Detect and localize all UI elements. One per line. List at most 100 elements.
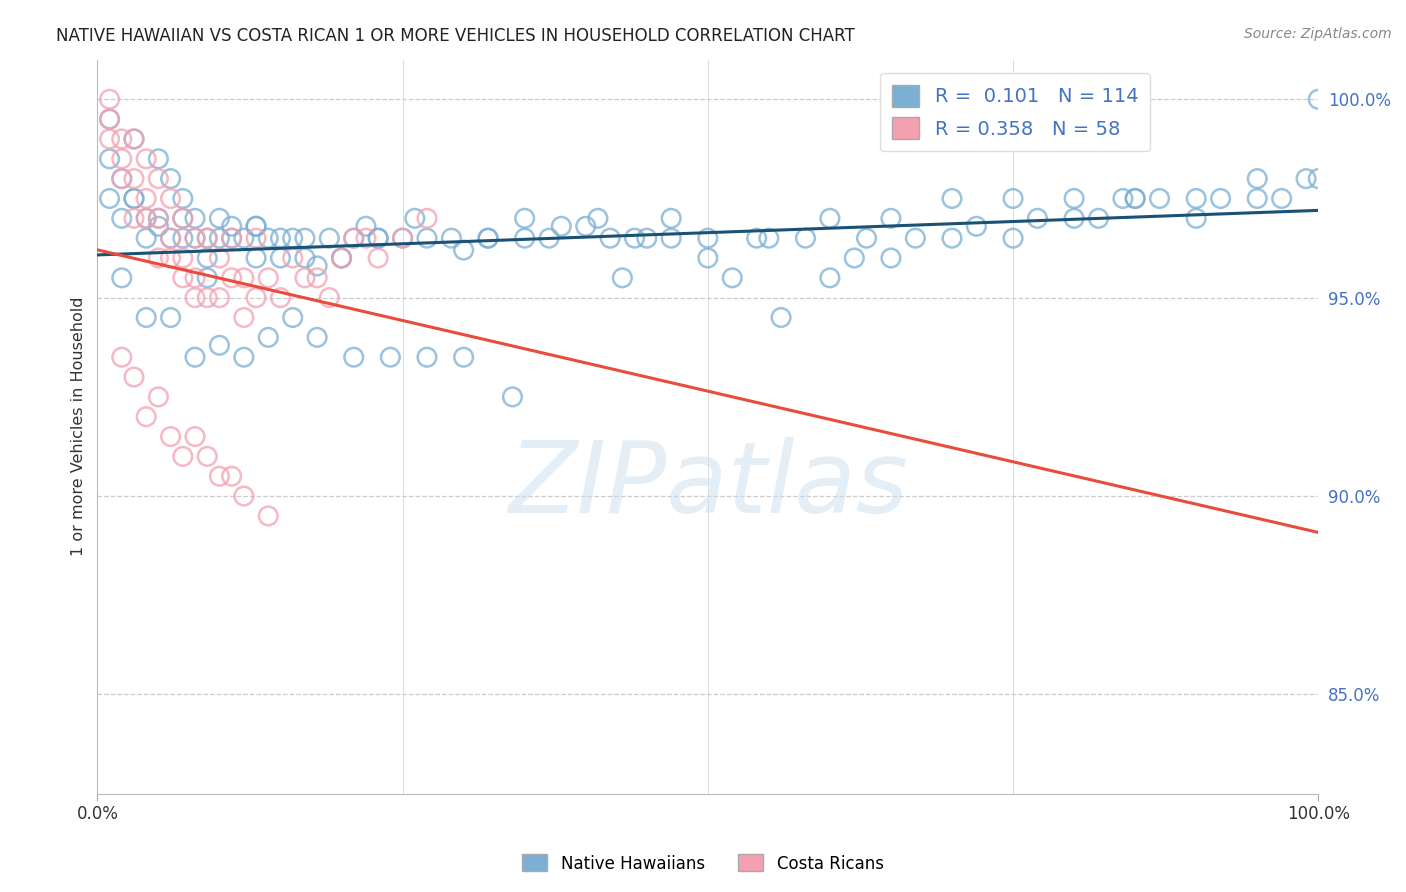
Point [232, 489, 254, 503]
Point [770, 310, 793, 325]
Point [538, 231, 561, 245]
Point [122, 192, 145, 206]
Point [294, 270, 316, 285]
Point [440, 231, 463, 245]
Point [391, 231, 413, 245]
Point [172, 450, 194, 464]
Point [416, 231, 439, 245]
Point [257, 270, 280, 285]
Point [208, 469, 231, 483]
Point [184, 350, 207, 364]
Point [550, 219, 572, 234]
Legend: R =  0.101   N = 114, R = 0.358   N = 58: R = 0.101 N = 114, R = 0.358 N = 58 [880, 73, 1150, 151]
Point [122, 132, 145, 146]
Point [307, 330, 329, 344]
Point [159, 231, 181, 245]
Point [623, 231, 645, 245]
Point [221, 270, 243, 285]
Point [172, 231, 194, 245]
Point [257, 508, 280, 523]
Point [159, 429, 181, 443]
Point [135, 231, 157, 245]
Point [745, 231, 768, 245]
Point [111, 132, 134, 146]
Point [111, 171, 134, 186]
Point [965, 219, 987, 234]
Point [586, 211, 609, 226]
Point [599, 231, 621, 245]
Point [208, 291, 231, 305]
Point [659, 211, 682, 226]
Point [1209, 192, 1232, 206]
Point [1308, 171, 1330, 186]
Point [941, 231, 963, 245]
Point [111, 350, 134, 364]
Point [501, 390, 523, 404]
Point [195, 270, 218, 285]
Point [416, 350, 439, 364]
Point [172, 211, 194, 226]
Point [232, 231, 254, 245]
Point [1087, 211, 1109, 226]
Point [195, 231, 218, 245]
Point [111, 171, 134, 186]
Point [184, 231, 207, 245]
Point [172, 251, 194, 265]
Point [477, 231, 499, 245]
Point [1271, 192, 1294, 206]
Point [98, 132, 121, 146]
Point [172, 270, 194, 285]
Point [330, 251, 353, 265]
Point [294, 251, 316, 265]
Point [453, 350, 475, 364]
Point [245, 231, 267, 245]
Point [195, 291, 218, 305]
Legend: Native Hawaiians, Costa Ricans: Native Hawaiians, Costa Ricans [516, 847, 890, 880]
Point [257, 330, 280, 344]
Point [221, 231, 243, 245]
Point [98, 192, 121, 206]
Point [281, 310, 304, 325]
Point [281, 251, 304, 265]
Point [184, 291, 207, 305]
Point [659, 231, 682, 245]
Point [269, 231, 291, 245]
Point [221, 231, 243, 245]
Point [122, 211, 145, 226]
Point [1295, 171, 1317, 186]
Point [636, 231, 658, 245]
Point [208, 338, 231, 352]
Point [148, 152, 170, 166]
Point [122, 192, 145, 206]
Point [184, 429, 207, 443]
Point [330, 251, 353, 265]
Point [245, 219, 267, 234]
Point [245, 219, 267, 234]
Point [343, 350, 366, 364]
Point [232, 310, 254, 325]
Point [245, 251, 267, 265]
Point [1112, 192, 1135, 206]
Point [367, 231, 389, 245]
Point [880, 251, 903, 265]
Point [721, 270, 744, 285]
Point [1026, 211, 1049, 226]
Point [1002, 231, 1025, 245]
Point [208, 251, 231, 265]
Point [111, 270, 134, 285]
Point [294, 231, 316, 245]
Point [195, 231, 218, 245]
Point [269, 291, 291, 305]
Point [307, 259, 329, 273]
Point [135, 409, 157, 424]
Point [1185, 192, 1208, 206]
Point [232, 270, 254, 285]
Point [612, 270, 634, 285]
Text: Source: ZipAtlas.com: Source: ZipAtlas.com [1244, 27, 1392, 41]
Point [232, 350, 254, 364]
Point [1123, 192, 1146, 206]
Point [318, 231, 340, 245]
Point [354, 219, 377, 234]
Point [844, 251, 866, 265]
Point [367, 251, 389, 265]
